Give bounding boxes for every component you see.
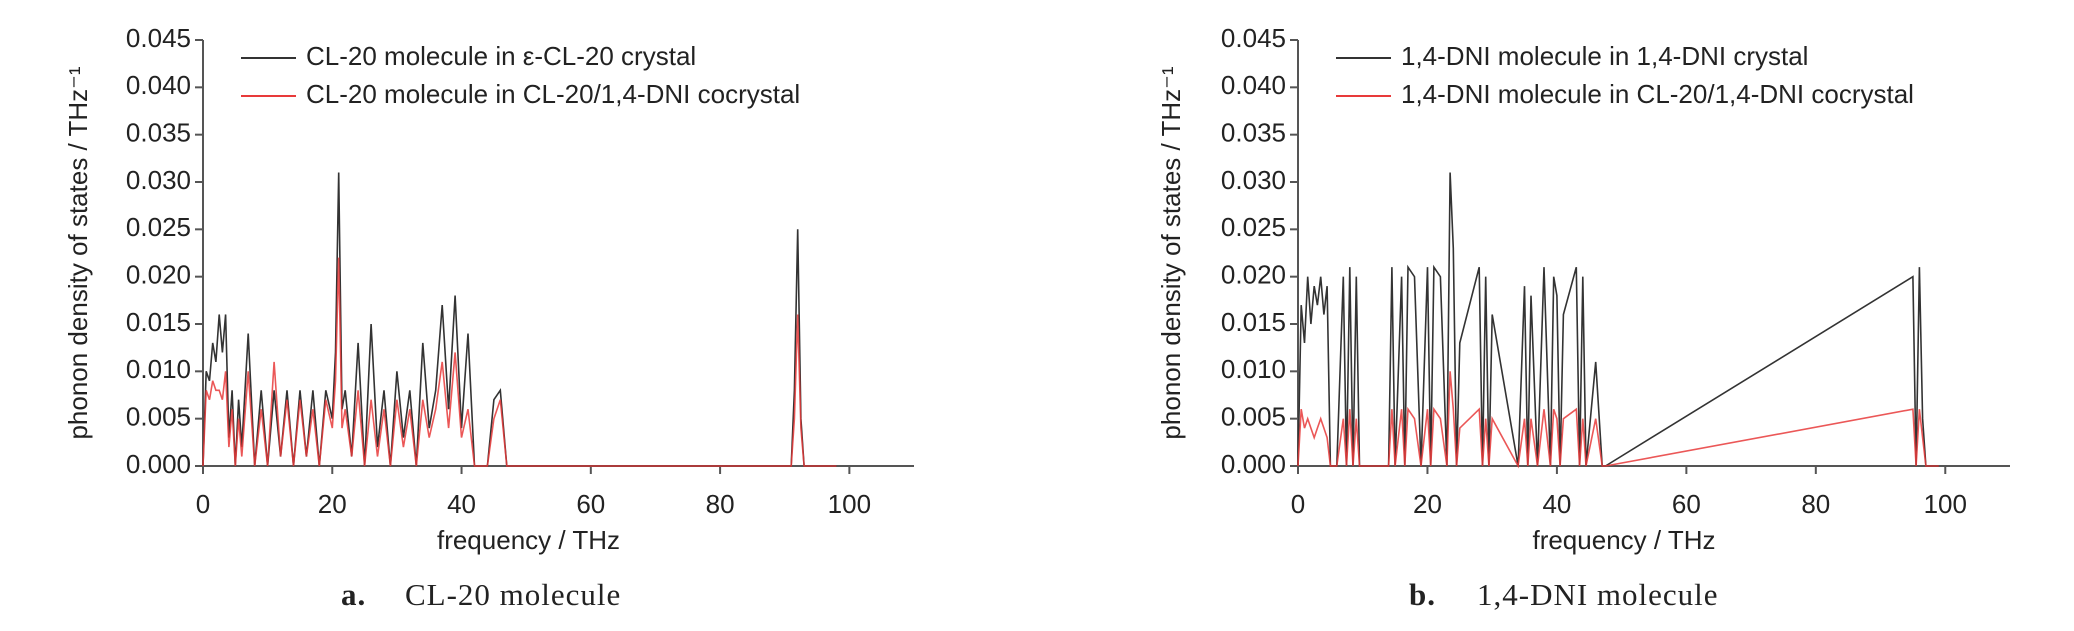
- y-tick-label: 0.000: [126, 449, 191, 479]
- y-tick-label: 0.025: [1221, 212, 1286, 242]
- y-tick-label: 0.040: [126, 70, 191, 100]
- x-tick-label: 0: [1291, 489, 1305, 519]
- y-tick-label: 0.015: [126, 307, 191, 337]
- y-tick-label: 0.000: [1221, 449, 1286, 479]
- y-tick-label: 0.005: [1221, 402, 1286, 432]
- caption: 1,4-DNI molecule: [1477, 577, 1719, 612]
- series-line: [202, 257, 837, 467]
- x-tick-label: 20: [318, 489, 347, 519]
- y-tick-label: 0.020: [1221, 260, 1286, 290]
- x-tick-label: 20: [1413, 489, 1442, 519]
- x-tick-label: 80: [1801, 489, 1830, 519]
- y-tick-label: 0.010: [126, 354, 191, 384]
- x-tick-label: 100: [1924, 489, 1967, 519]
- y-axis-label: phonon density of states / THz⁻¹: [1156, 66, 1186, 439]
- x-axis-label: frequency / THz: [437, 525, 620, 555]
- x-tick-label: 40: [447, 489, 476, 519]
- y-tick-label: 0.040: [1221, 70, 1286, 100]
- caption-label: b.: [1409, 577, 1436, 612]
- y-tick-label: 0.015: [1221, 307, 1286, 337]
- y-tick-label: 0.020: [126, 260, 191, 290]
- caption: CL-20 molecule: [405, 577, 621, 612]
- y-tick-label: 0.010: [1221, 354, 1286, 384]
- legend-label: 1,4-DNI molecule in CL-20/1,4-DNI cocrys…: [1401, 79, 1914, 109]
- y-tick-label: 0.045: [126, 23, 191, 53]
- series-line: [1297, 371, 1939, 469]
- legend-label: 1,4-DNI molecule in 1,4-DNI crystal: [1401, 41, 1808, 71]
- x-axis-label: frequency / THz: [1532, 525, 1715, 555]
- y-axis-label: phonon density of states / THz⁻¹: [63, 66, 93, 439]
- x-tick-label: 60: [1672, 489, 1701, 519]
- x-tick-label: 100: [828, 489, 871, 519]
- legend-label: CL-20 molecule in ε-CL-20 crystal: [306, 41, 696, 71]
- y-tick-label: 0.030: [1221, 165, 1286, 195]
- x-tick-label: 80: [706, 489, 735, 519]
- caption-label: a.: [341, 577, 366, 612]
- y-tick-label: 0.045: [1221, 23, 1286, 53]
- y-tick-label: 0.005: [126, 402, 191, 432]
- legend-label: CL-20 molecule in CL-20/1,4-DNI cocrysta…: [306, 79, 800, 109]
- x-tick-label: 60: [576, 489, 605, 519]
- y-tick-label: 0.035: [1221, 118, 1286, 148]
- y-tick-label: 0.030: [126, 165, 191, 195]
- x-tick-label: 40: [1542, 489, 1571, 519]
- y-tick-label: 0.025: [126, 212, 191, 242]
- y-tick-label: 0.035: [126, 118, 191, 148]
- x-tick-label: 0: [196, 489, 210, 519]
